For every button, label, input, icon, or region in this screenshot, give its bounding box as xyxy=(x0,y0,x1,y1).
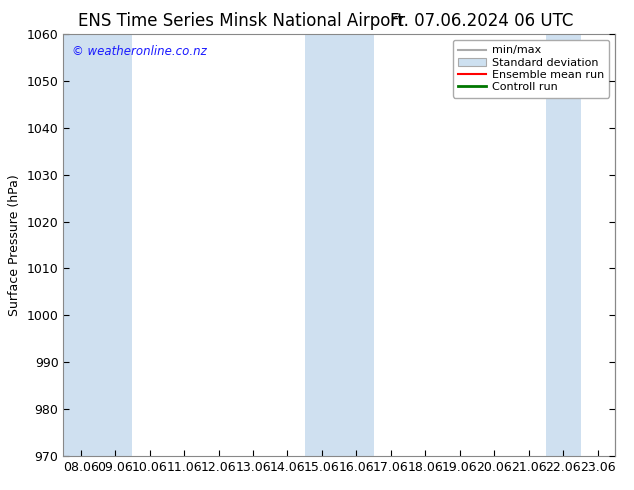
Bar xyxy=(98,34,133,456)
Text: ENS Time Series Minsk National Airport: ENS Time Series Minsk National Airport xyxy=(78,12,404,30)
Text: Fr. 07.06.2024 06 UTC: Fr. 07.06.2024 06 UTC xyxy=(390,12,574,30)
Text: © weatheronline.co.nz: © weatheronline.co.nz xyxy=(72,45,207,58)
Bar xyxy=(63,34,98,456)
Bar xyxy=(546,34,581,456)
Y-axis label: Surface Pressure (hPa): Surface Pressure (hPa) xyxy=(8,174,21,316)
Bar xyxy=(339,34,373,456)
Bar xyxy=(305,34,339,456)
Legend: min/max, Standard deviation, Ensemble mean run, Controll run: min/max, Standard deviation, Ensemble me… xyxy=(453,40,609,98)
